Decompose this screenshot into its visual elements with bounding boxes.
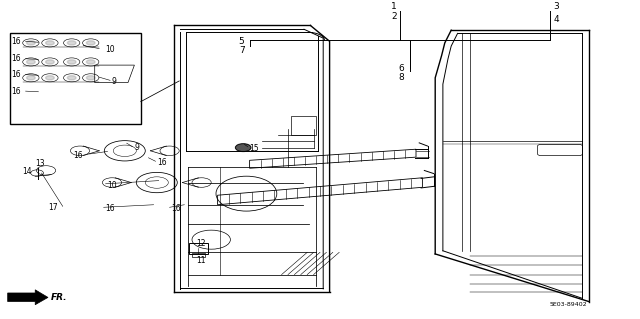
Text: 16: 16 bbox=[157, 158, 166, 167]
Text: 4: 4 bbox=[554, 15, 559, 24]
Circle shape bbox=[67, 76, 76, 80]
Text: 15: 15 bbox=[250, 144, 259, 153]
Circle shape bbox=[236, 144, 251, 152]
Text: FR.: FR. bbox=[51, 293, 68, 302]
Bar bbox=[189, 243, 208, 254]
Circle shape bbox=[86, 76, 95, 80]
Bar bbox=[192, 253, 205, 257]
Text: 16: 16 bbox=[12, 37, 21, 46]
Text: 16: 16 bbox=[12, 87, 21, 96]
Circle shape bbox=[86, 60, 95, 64]
Text: 17: 17 bbox=[48, 203, 58, 212]
Text: 1: 1 bbox=[391, 2, 397, 11]
Circle shape bbox=[26, 76, 35, 80]
Text: 16: 16 bbox=[106, 204, 115, 213]
Circle shape bbox=[86, 41, 95, 45]
Text: 7: 7 bbox=[239, 46, 244, 55]
Circle shape bbox=[67, 60, 76, 64]
Text: 16: 16 bbox=[12, 54, 21, 63]
Bar bbox=[10, 33, 141, 124]
Text: 11: 11 bbox=[196, 256, 205, 265]
Polygon shape bbox=[8, 290, 48, 305]
Text: 3: 3 bbox=[554, 2, 559, 11]
Text: 16: 16 bbox=[12, 70, 21, 79]
Text: 9: 9 bbox=[134, 143, 140, 152]
Circle shape bbox=[26, 41, 35, 45]
Text: 8: 8 bbox=[399, 73, 404, 82]
Text: 13: 13 bbox=[35, 159, 45, 168]
Circle shape bbox=[26, 60, 35, 64]
Text: 10: 10 bbox=[108, 181, 117, 189]
Circle shape bbox=[45, 60, 54, 64]
Text: 12: 12 bbox=[196, 239, 205, 248]
Text: 10: 10 bbox=[106, 45, 115, 54]
Text: 5: 5 bbox=[239, 37, 244, 46]
Text: 16: 16 bbox=[74, 151, 83, 160]
Text: 6: 6 bbox=[399, 64, 404, 73]
Circle shape bbox=[45, 41, 54, 45]
Text: 14: 14 bbox=[22, 167, 32, 176]
Text: 5E03-89402: 5E03-89402 bbox=[550, 302, 588, 307]
Circle shape bbox=[67, 41, 76, 45]
Text: 16: 16 bbox=[172, 204, 181, 213]
Circle shape bbox=[45, 76, 54, 80]
Text: 2: 2 bbox=[391, 12, 397, 21]
Bar bbox=[291, 116, 316, 135]
Text: 9: 9 bbox=[112, 77, 117, 86]
